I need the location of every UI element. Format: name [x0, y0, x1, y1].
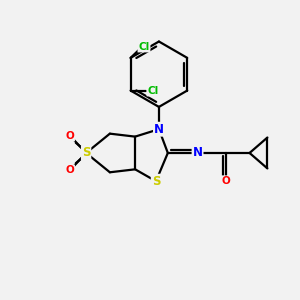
Text: O: O: [221, 176, 230, 186]
Text: N: N: [154, 123, 164, 136]
Text: S: S: [82, 146, 90, 160]
Text: O: O: [65, 165, 74, 175]
Text: Cl: Cl: [138, 42, 150, 52]
Text: S: S: [152, 175, 160, 188]
Text: N: N: [193, 146, 202, 160]
Text: Cl: Cl: [147, 85, 158, 96]
Text: O: O: [65, 131, 74, 141]
